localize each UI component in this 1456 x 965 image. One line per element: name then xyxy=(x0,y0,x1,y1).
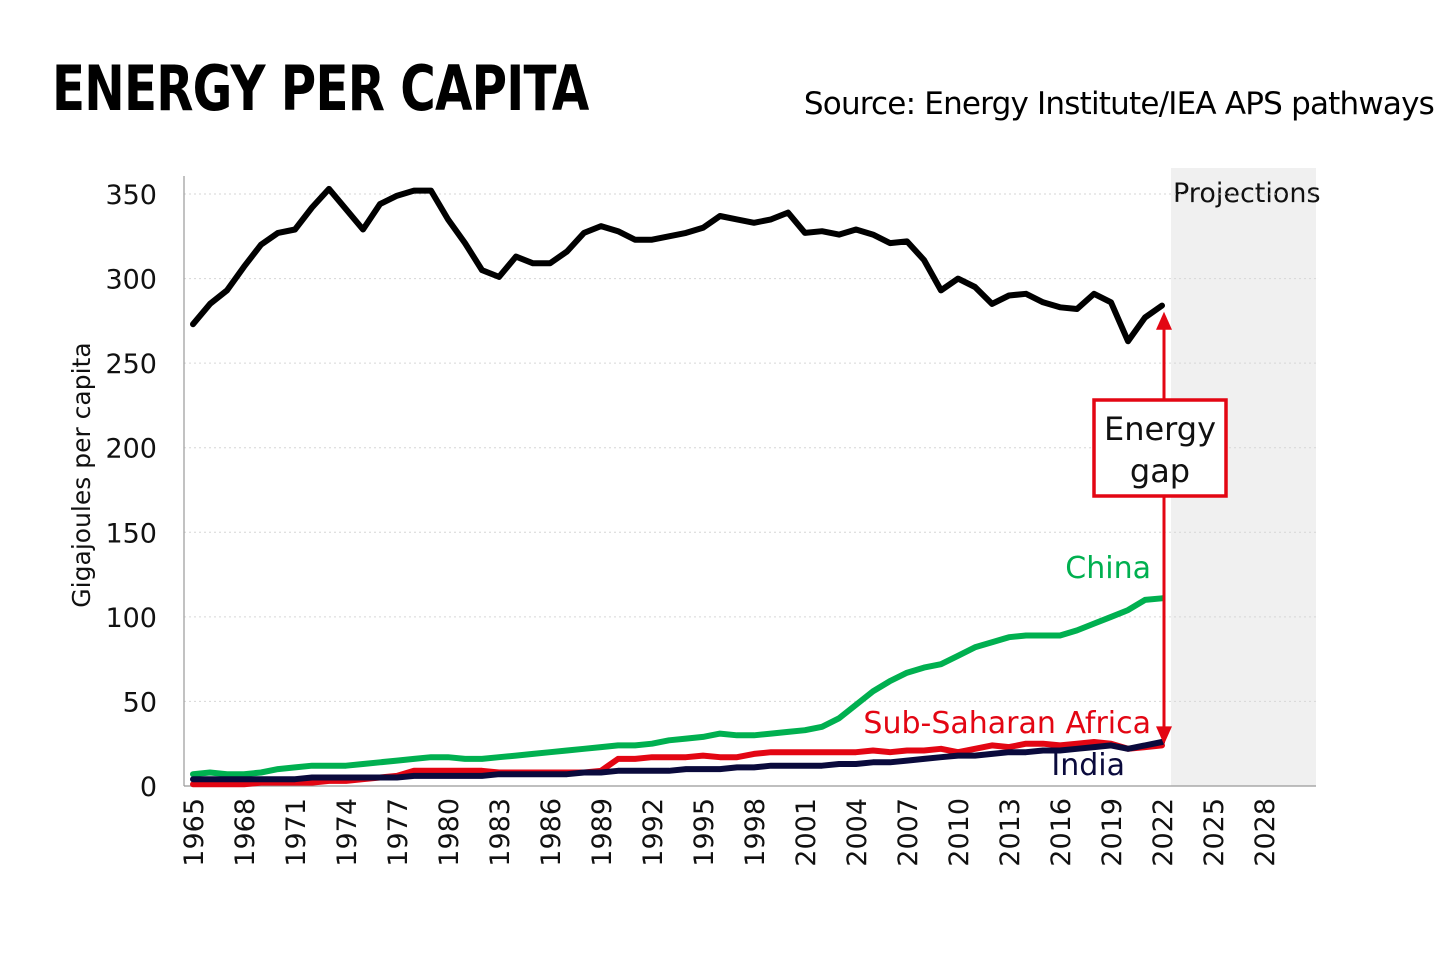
x-tick-label: 1998 xyxy=(740,798,771,867)
y-tick-label: 150 xyxy=(105,518,157,549)
series-line-china xyxy=(190,595,1165,778)
axes xyxy=(183,176,1316,787)
gap-label-line1: Energy xyxy=(1104,410,1216,448)
x-tick-label: 2016 xyxy=(1046,798,1077,867)
series-label-sub-saharan-africa: Sub-Saharan Africa xyxy=(863,706,1151,741)
series-line-india xyxy=(190,739,1165,783)
gap-label-box xyxy=(1092,398,1228,498)
series-line-world xyxy=(190,185,1165,345)
gap-arrow-head-top xyxy=(1156,311,1172,330)
x-tick-label: 1977 xyxy=(383,798,414,867)
x-tick-label: 1980 xyxy=(434,798,465,867)
y-tick-label: 100 xyxy=(105,603,157,634)
x-tick-label: 1974 xyxy=(332,798,363,867)
y-tick-label: 250 xyxy=(105,349,157,380)
y-axis-label: Gigajoules per capita xyxy=(67,342,96,607)
y-tick-label: 200 xyxy=(105,434,157,465)
gap-label-line2: gap xyxy=(1130,452,1190,490)
y-tick-label: 50 xyxy=(123,687,157,718)
x-tick-label: 2022 xyxy=(1148,798,1179,867)
x-tick-label: 2019 xyxy=(1097,798,1128,867)
x-tick-label: 2028 xyxy=(1250,798,1281,867)
x-tick-label: 2001 xyxy=(791,798,822,867)
x-tick-label: 2013 xyxy=(995,798,1026,867)
y-tick-label: 350 xyxy=(105,180,157,211)
x-tick-label: 1965 xyxy=(179,798,210,867)
page-title: ENERGY PER CAPITA xyxy=(52,52,589,125)
source-note: Source: Energy Institute/IEA APS pathway… xyxy=(803,86,1435,122)
series-label-india: India xyxy=(1051,748,1125,783)
x-tick-label: 1992 xyxy=(638,798,669,867)
energy-gap-annotation: Energy gap xyxy=(1092,311,1228,745)
y-tick-labels: 0 50 100 150 200 250 300 350 xyxy=(105,180,157,803)
x-tick-label: 1971 xyxy=(281,798,312,867)
x-tick-label: 2007 xyxy=(893,798,924,867)
x-tick-label: 1995 xyxy=(689,798,720,867)
y-tick-label: 0 xyxy=(140,772,157,803)
x-tick-label: 2004 xyxy=(842,798,873,867)
x-tick-labels: 1965 1968 1971 1974 1977 1980 1983 1986 1989 1992… xyxy=(179,798,1281,867)
x-tick-label: 1989 xyxy=(587,798,618,867)
x-tick-label: 1968 xyxy=(230,798,261,867)
y-tick-label: 300 xyxy=(105,265,157,296)
series-lines xyxy=(190,185,1165,788)
gap-arrow-head-bottom xyxy=(1156,726,1172,745)
x-tick-label: 2010 xyxy=(944,798,975,867)
x-tick-label: 1983 xyxy=(485,798,516,867)
x-tick-label: 1986 xyxy=(536,798,567,867)
series-label-china: China xyxy=(1065,551,1151,586)
x-tick-label: 2025 xyxy=(1199,798,1230,867)
gridlines xyxy=(184,193,1316,702)
